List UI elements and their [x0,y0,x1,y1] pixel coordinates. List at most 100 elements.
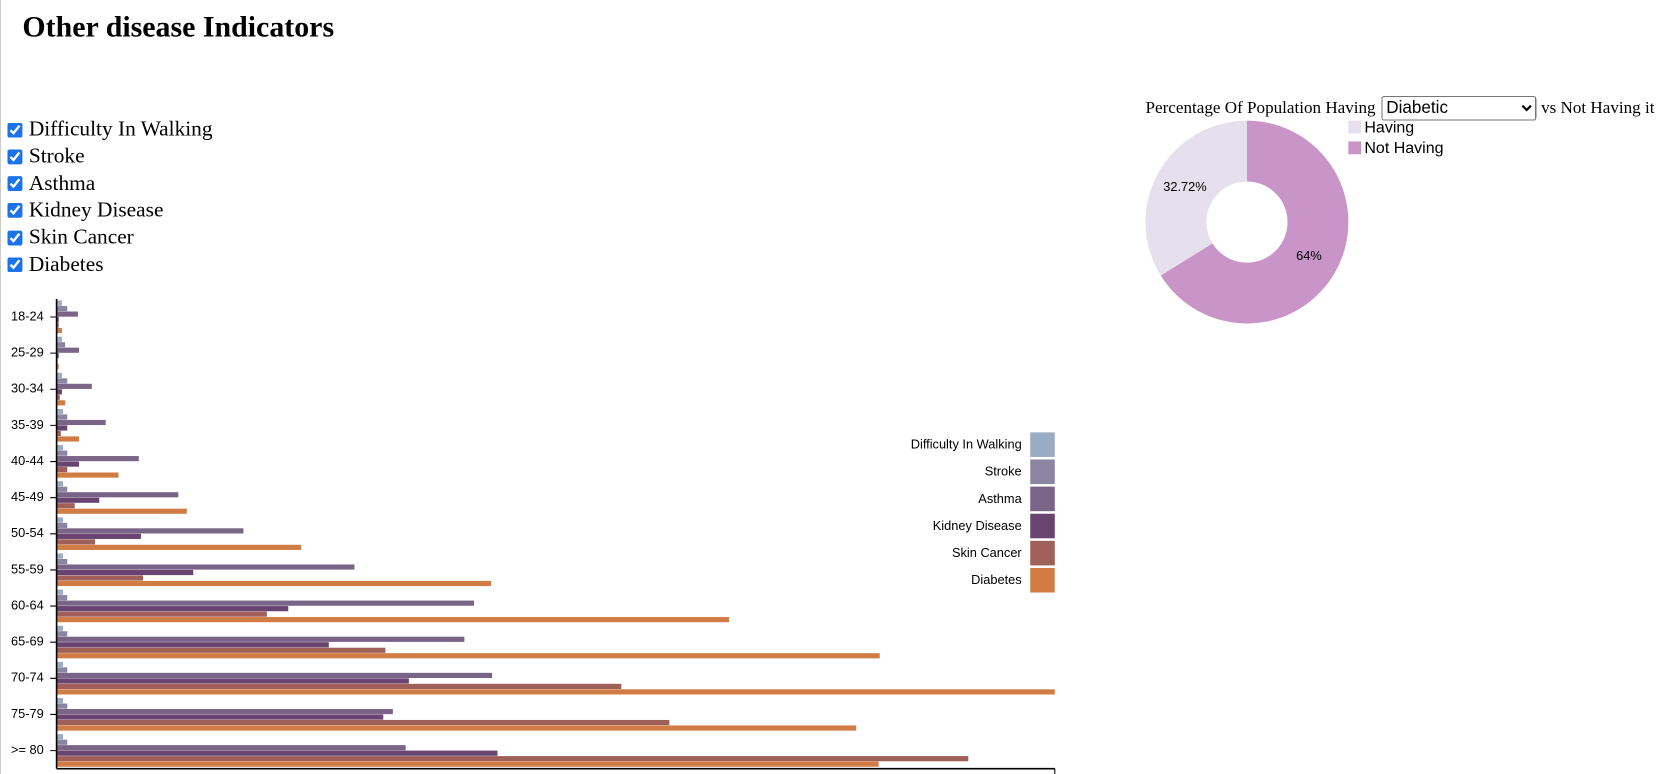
checkbox-label: Diabetes [28,252,104,276]
bar [56,472,119,478]
legend-swatch [1348,120,1362,134]
legend-label: Not Having [1364,140,1443,157]
checkbox-item[interactable]: Skin Cancer [7,225,134,250]
bar [56,698,63,704]
bar [56,508,187,514]
bar [56,316,59,323]
legend-swatch [1030,459,1055,485]
bar [56,589,63,595]
bar [56,522,68,528]
bar [56,756,969,762]
y-tick-label: 55-59 [11,561,44,576]
y-tick-label: 50-54 [11,525,44,540]
y-tick-label: 70-74 [11,670,44,685]
bar [56,467,68,473]
bar [56,653,880,659]
bar [56,544,302,550]
bar [56,647,386,653]
bar [56,347,80,353]
bar [56,564,355,570]
checkbox-label: Difficulty In Walking [28,117,213,141]
checkbox-item[interactable]: Diabetes [7,252,104,277]
checkbox-label: Asthma [28,171,96,195]
bar [56,750,498,756]
bar [56,533,141,539]
checkbox[interactable] [7,230,23,246]
checkbox[interactable] [7,203,23,219]
bar [56,745,406,751]
disease-select[interactable]: Diabetic [1380,96,1536,121]
bar [56,342,66,348]
bar [56,383,92,389]
bar [56,761,879,767]
bar [56,300,62,306]
bar [56,719,670,726]
legend-label: Asthma [978,491,1022,506]
legend-swatch [1348,141,1362,155]
checkbox-label: Stroke [28,144,85,168]
checkbox[interactable] [7,257,23,273]
checkbox-item[interactable]: Difficulty In Walking [7,117,213,142]
bar [56,734,63,740]
bar [56,617,730,623]
legend-swatch [1030,432,1055,457]
legend-swatch [1030,513,1055,539]
legend-label: Diabetes [971,572,1022,587]
bar [56,322,59,328]
y-tick-label: 30-34 [11,381,44,396]
y-tick-label: >= 80 [11,742,44,757]
checkbox-item[interactable]: Kidney Disease [7,198,163,223]
bar [56,425,68,431]
pie-label: 64% [1296,248,1322,263]
bar [56,503,75,509]
pie-slice [1160,120,1349,324]
legend-label: Kidney Disease [933,518,1022,533]
bar [56,725,857,731]
checkbox-item[interactable]: Stroke [7,144,85,169]
bar [56,436,80,442]
bar [56,667,68,673]
bar [56,414,68,420]
checkbox[interactable] [7,176,23,192]
bar [56,631,68,637]
bar [56,595,68,601]
bar [56,400,66,406]
y-tick-label: 35-39 [11,417,44,432]
bar [56,327,62,334]
bar [56,569,194,576]
bar [56,372,62,378]
pie-label: 32.72% [1163,179,1206,194]
bar [56,606,289,612]
y-tick-label: 75-79 [11,706,44,721]
y-tick-label: 18-24 [11,308,44,323]
bar [56,486,68,492]
bar [56,739,68,745]
y-tick-label: 45-49 [11,489,44,504]
bar [56,445,63,451]
bar [56,528,244,534]
bar [56,539,96,545]
bar [56,394,60,400]
y-tick-label: 65-69 [11,634,44,649]
checkbox[interactable] [7,122,23,138]
bar [56,703,68,709]
legend-label: Skin Cancer [952,545,1022,560]
bar [56,306,68,312]
bar [56,625,63,631]
checkbox-label: Kidney Disease [28,198,164,222]
bar [56,481,63,487]
bar [56,492,179,498]
bar [56,661,63,668]
bar [56,683,622,689]
bar [56,517,63,523]
checkbox[interactable] [7,149,23,165]
bar [56,378,68,384]
bar [56,311,78,317]
legend-label: Stroke [985,464,1022,479]
y-tick-label: 40-44 [11,453,44,468]
checkbox-item[interactable]: Asthma [7,171,95,196]
page-title: Other disease Indicators [22,10,335,44]
bar [56,558,68,565]
legend-label: Having [1364,119,1414,136]
